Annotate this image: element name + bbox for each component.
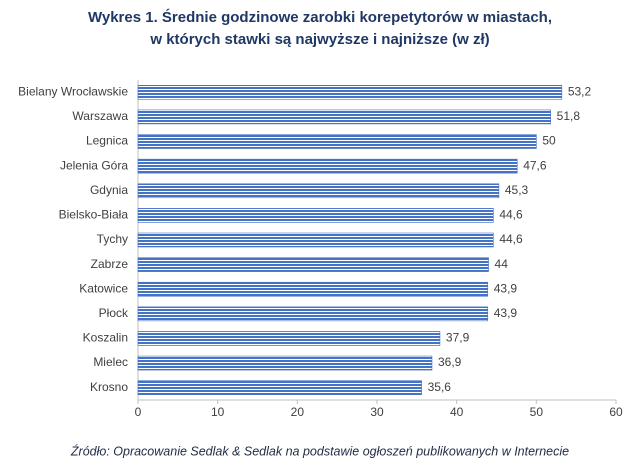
y-tick-label: Płock: [99, 306, 129, 320]
value-label: 53,2: [568, 84, 592, 98]
value-label: 45,3: [505, 183, 529, 197]
x-tick-label: 60: [609, 405, 623, 419]
chart-title: w których stawki są najwyższe i najniższ…: [149, 31, 489, 48]
y-tick-label: Bielany Wrocławskie: [18, 84, 128, 98]
value-label: 43,9: [494, 281, 518, 295]
y-tick-label: Bielsko-Biała: [59, 208, 129, 222]
bar: [137, 109, 551, 125]
bar: [137, 355, 433, 371]
y-tick-label: Koszalin: [83, 331, 128, 345]
value-label: 44: [495, 257, 509, 271]
value-label: 44,6: [499, 208, 523, 222]
bar: [137, 232, 494, 248]
bar: [137, 85, 563, 100]
y-tick-label: Jelenia Góra: [60, 158, 128, 172]
value-label: 44,6: [499, 232, 523, 246]
bar: [137, 208, 494, 223]
value-label: 43,9: [494, 306, 518, 320]
x-tick-label: 40: [450, 405, 464, 419]
x-tick-label: 30: [370, 405, 384, 419]
y-tick-label: Krosno: [90, 380, 128, 394]
bar: [137, 281, 489, 297]
y-tick-label: Warszawa: [72, 109, 128, 123]
y-tick-label: Legnica: [86, 134, 128, 148]
value-label: 35,6: [428, 380, 452, 394]
bar: [137, 183, 500, 199]
chart-title: Wykres 1. Średnie godzinowe zarobki kore…: [88, 8, 552, 26]
x-tick-label: 10: [211, 405, 225, 419]
bar: [137, 380, 422, 395]
bar: [137, 257, 489, 272]
bar: [137, 158, 518, 174]
value-label: 47,6: [523, 158, 547, 172]
value-label: 36,9: [438, 355, 462, 369]
bar: [137, 134, 537, 149]
source-note: Źródło: Opracowanie Sedlak & Sedlak na p…: [70, 443, 569, 458]
y-tick-label: Gdynia: [90, 183, 128, 197]
bar: [137, 331, 441, 346]
y-tick-label: Mielec: [93, 355, 128, 369]
y-tick-label: Katowice: [79, 281, 128, 295]
value-label: 50: [542, 134, 556, 148]
x-tick-label: 50: [530, 405, 544, 419]
y-tick-label: Zabrze: [91, 257, 129, 271]
x-tick-label: 20: [291, 405, 305, 419]
y-tick-label: Tychy: [97, 232, 128, 246]
bar: [137, 306, 489, 322]
value-label: 37,9: [446, 331, 470, 345]
x-tick-label: 0: [135, 405, 142, 419]
value-label: 51,8: [557, 109, 581, 123]
